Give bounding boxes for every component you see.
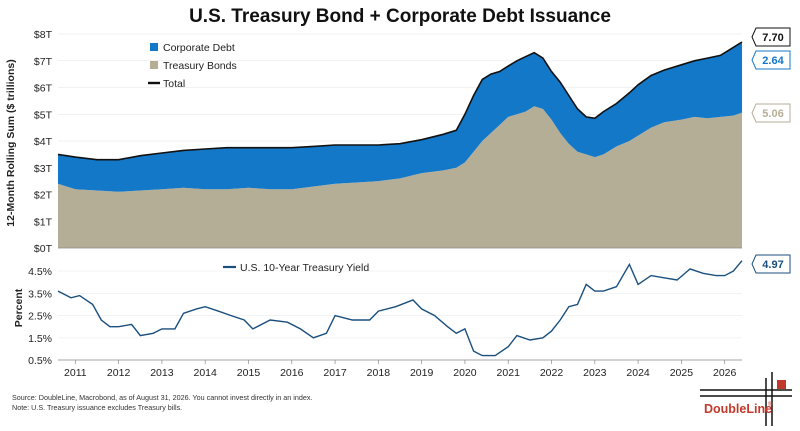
yield-y-tick-label: 0.5% (28, 355, 52, 367)
yield-legend: U.S. 10-Year Treasury Yield (223, 262, 369, 274)
callout-corporate: 2.64 (751, 50, 791, 70)
issuance-panel: $0T $1T $2T $3T $4T $5T $6T $7T $8T 12-Month Rol… (5, 27, 791, 255)
x-axis: 2011 2012 2013 2014 2015 2016 2017 2018 2019 2020… (64, 360, 737, 379)
issuance-y-tick-label: $8T (34, 29, 53, 41)
issuance-legend: Corporate Debt Treasury Bonds Total (148, 42, 237, 90)
x-tick-label: 2012 (107, 367, 131, 379)
callout-treasury: 5.06 (751, 103, 791, 123)
issuance-y-tick-label: $2T (34, 190, 53, 202)
x-tick-label: 2022 (540, 367, 564, 379)
legend-label-total: Total (163, 78, 185, 90)
issuance-y-tick-label: $7T (34, 56, 53, 68)
x-tick-label: 2019 (410, 367, 434, 379)
x-tick-label: 2023 (583, 367, 607, 379)
legend-label-corporate: Corporate Debt (163, 42, 235, 54)
callout-total: 7.70 (751, 27, 791, 47)
logo-registered-mark: ® (768, 401, 773, 408)
x-tick-label: 2017 (323, 367, 347, 379)
x-tick-label: 2015 (237, 367, 261, 379)
source-note: Source: DoubleLine, Macrobond, as of Aug… (12, 393, 312, 402)
issuance-y-tick-label: $6T (34, 83, 53, 95)
x-tick-label: 2013 (150, 367, 174, 379)
callout-corporate-value: 2.64 (762, 55, 784, 67)
yield-y-tick-label: 4.5% (28, 266, 52, 278)
callout-yield-value: 4.97 (762, 259, 783, 271)
doubleline-logo: DoubleLine ® (700, 372, 792, 426)
yield-y-tick-label: 2.5% (28, 311, 52, 323)
callout-total-value: 7.70 (762, 32, 783, 44)
logo-square (777, 380, 786, 389)
x-tick-label: 2026 (713, 367, 737, 379)
legend-swatch-corporate (150, 43, 158, 51)
yield-y-axis: 0.5% 1.5% 2.5% 3.5% 4.5% (28, 266, 742, 367)
issuance-y-tick-label: $4T (34, 136, 53, 148)
x-tick-label: 2020 (453, 367, 477, 379)
chart-title: U.S. Treasury Bond + Corporate Debt Issu… (189, 6, 611, 27)
x-tick-label: 2018 (367, 367, 391, 379)
callout-treasury-value: 5.06 (762, 108, 783, 120)
treasury-bonds-area (58, 106, 742, 248)
issuance-y-tick-label: $0T (34, 243, 53, 255)
x-tick-label: 2016 (280, 367, 304, 379)
yield-y-tick-label: 3.5% (28, 288, 52, 300)
callout-yield: 4.97 (751, 254, 791, 274)
legend-label-treasury: Treasury Bonds (163, 60, 237, 72)
issuance-y-tick-label: $5T (34, 109, 53, 121)
x-tick-label: 2024 (626, 367, 650, 379)
legend-label-yield: U.S. 10-Year Treasury Yield (240, 262, 369, 274)
total-line (57, 41, 743, 161)
logo-text: DoubleLine (704, 402, 772, 416)
yield-line (57, 260, 743, 357)
issuance-y-tick-label: $3T (34, 163, 53, 175)
yield-y-tick-label: 1.5% (28, 333, 52, 345)
issuance-y-tick-label: $1T (34, 216, 53, 228)
legend-swatch-treasury (150, 61, 158, 69)
footnote: Note: U.S. Treasury issuance excludes Tr… (12, 403, 182, 412)
x-tick-label: 2011 (64, 367, 87, 379)
issuance-y-axis-label: 12-Month Rolling Sum ($ trillions) (5, 59, 17, 226)
yield-panel: 0.5%1.5%2.5%3.5%4.5% 2011 2012 2013 2014 201… (13, 254, 791, 379)
x-tick-label: 2014 (194, 367, 218, 379)
x-tick-label: 2025 (670, 367, 694, 379)
x-tick-label: 2021 (497, 367, 521, 379)
corporate-debt-area (58, 42, 742, 192)
yield-y-axis-label: Percent (13, 288, 25, 327)
